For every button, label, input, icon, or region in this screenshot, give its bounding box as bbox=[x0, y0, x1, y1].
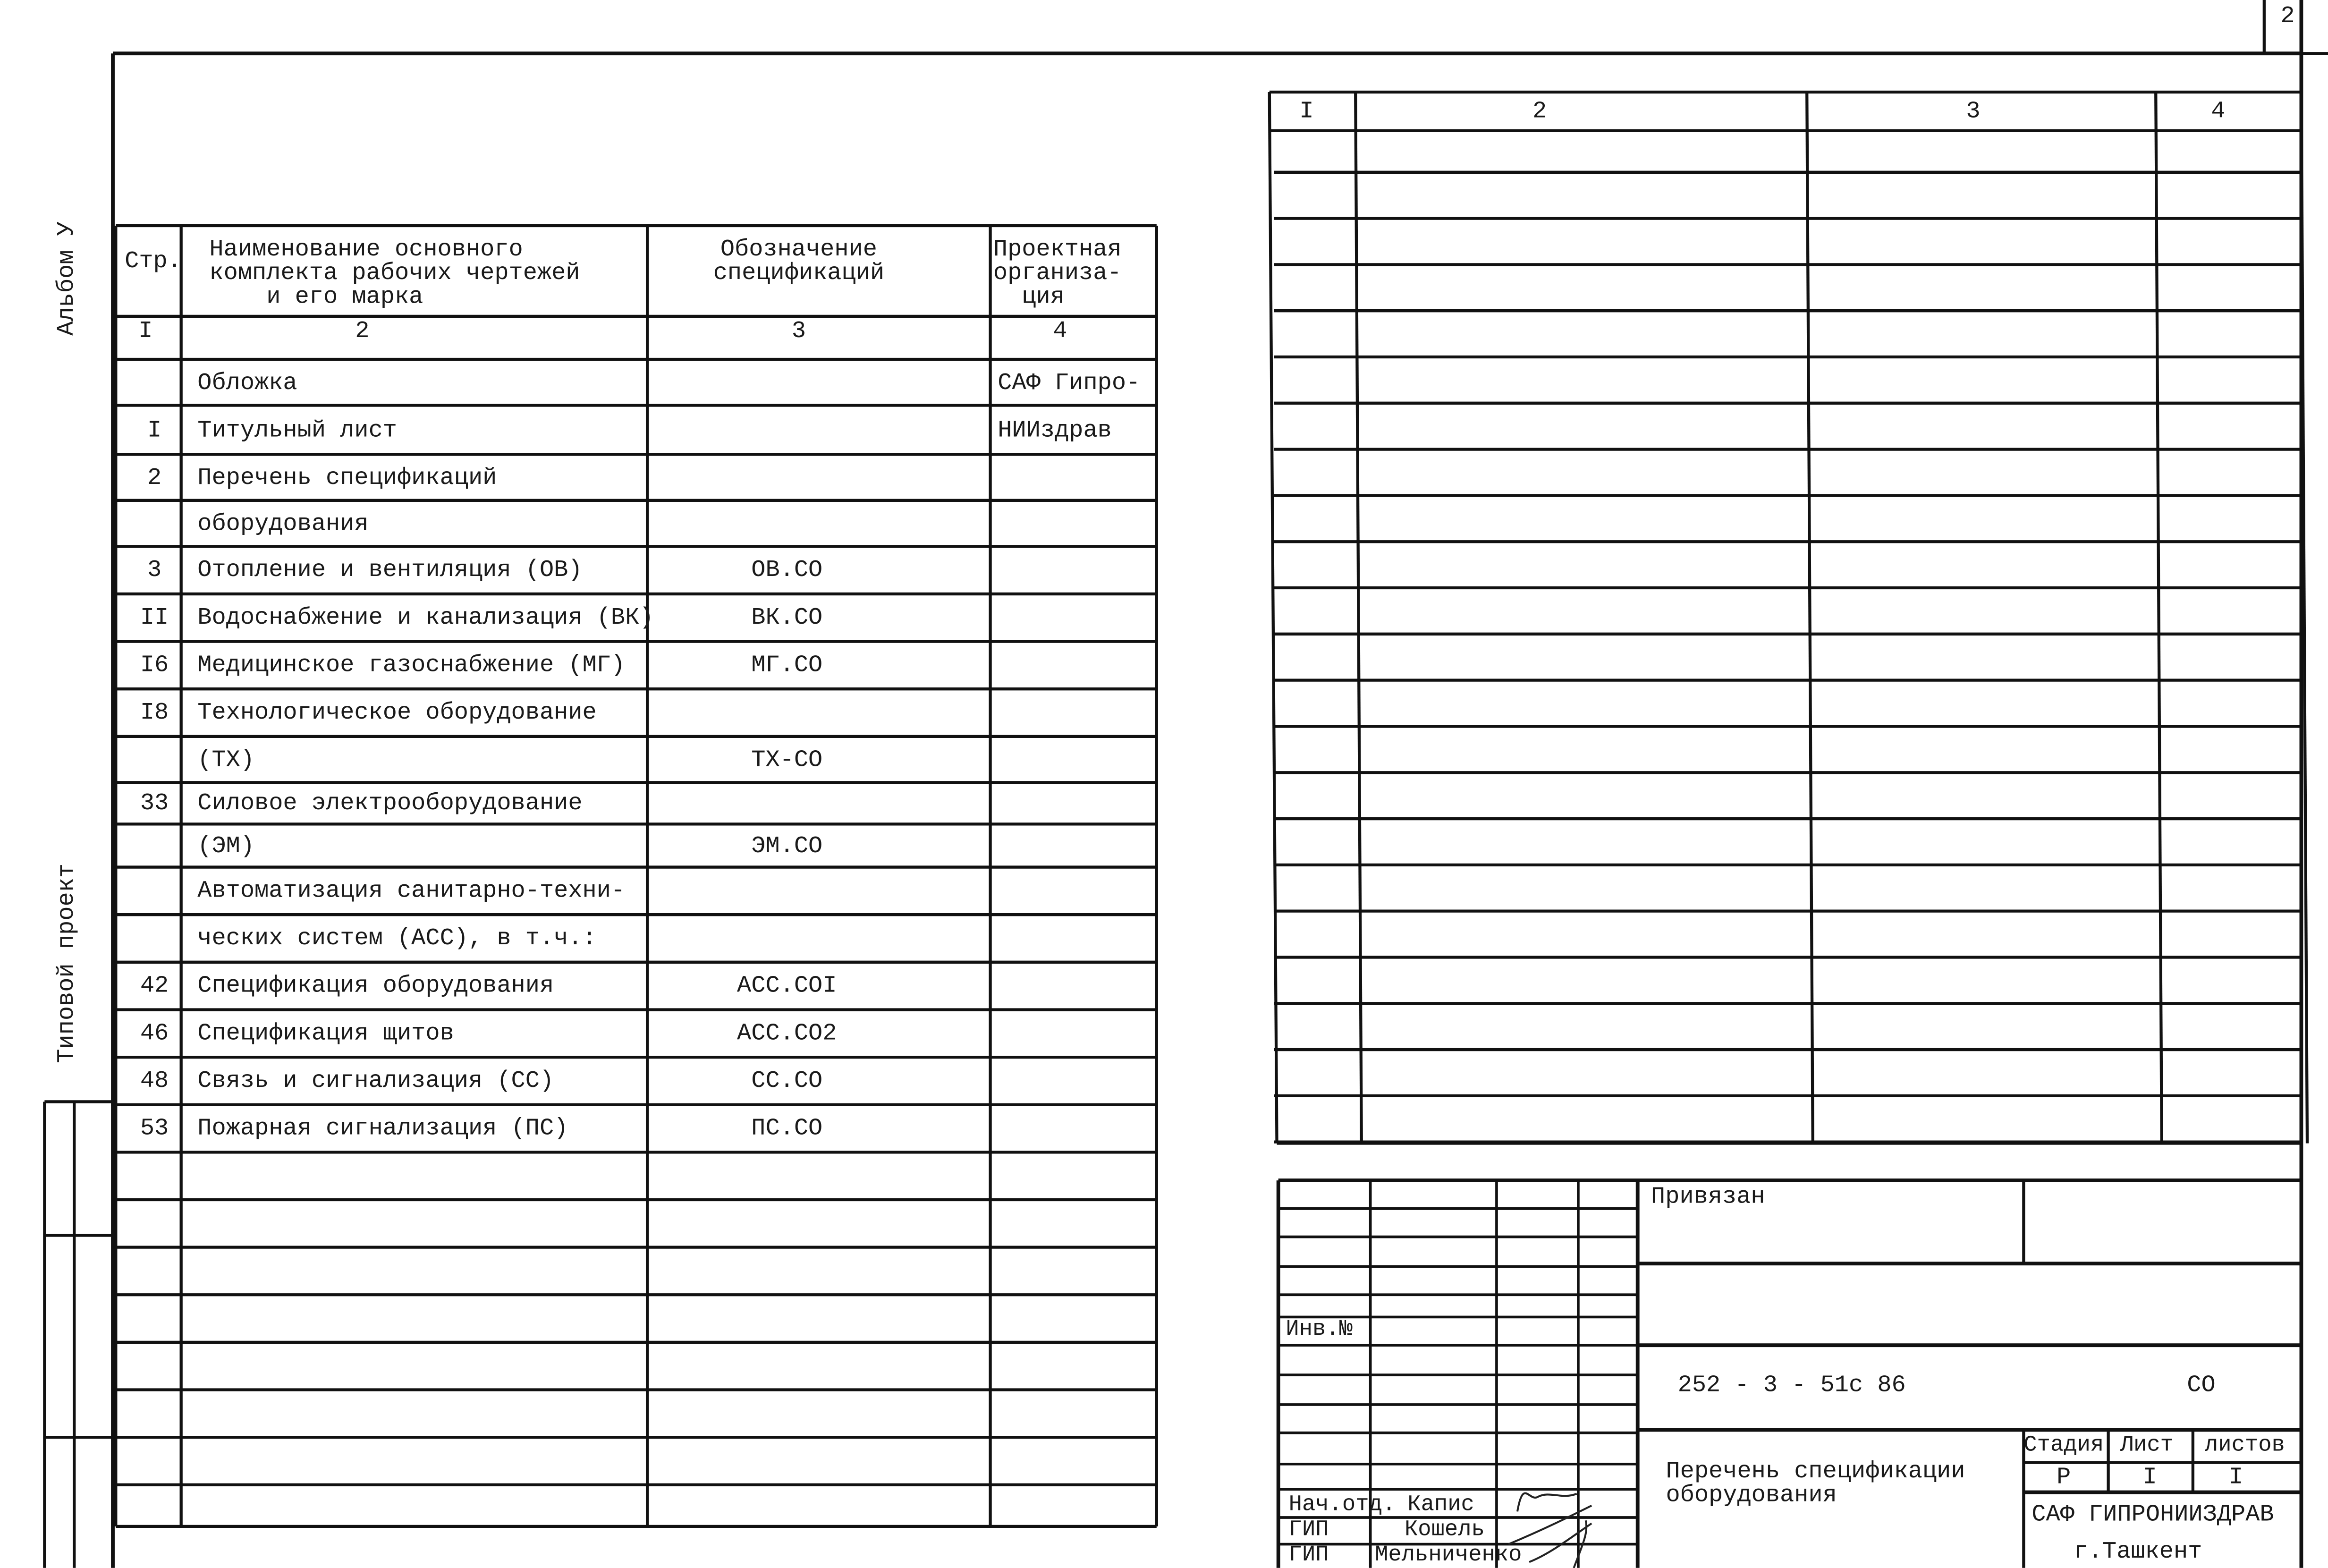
row-name: Силовое электрооборудование bbox=[197, 790, 583, 817]
column-header: Проектная организа- ция bbox=[993, 236, 1122, 311]
row-page-number: 46 bbox=[140, 1020, 169, 1047]
column-number: I bbox=[1299, 98, 1314, 125]
row-page-number: 33 bbox=[140, 790, 169, 817]
row-page-number: 48 bbox=[140, 1068, 169, 1094]
sheet-number: 2 bbox=[2280, 3, 2295, 30]
row-designation: АСС.СО2 bbox=[737, 1020, 837, 1047]
row-designation: ВК.СО bbox=[751, 604, 823, 631]
row-designation: АСС.СОI bbox=[737, 972, 837, 1000]
row-name: Спецификация щитов bbox=[197, 1020, 454, 1047]
stage-value: Р bbox=[2057, 1464, 2071, 1491]
signature-role: Нач.отд. bbox=[1288, 1492, 1396, 1517]
row-name: Обложка bbox=[197, 369, 297, 396]
signature-role: ГИП bbox=[1288, 1517, 1329, 1543]
row-name: (ЭМ) bbox=[197, 832, 255, 859]
row-designation: ТХ-СО bbox=[751, 746, 823, 773]
project-type-label: Типовой проект bbox=[53, 863, 80, 1063]
row-designation: ЭМ.СО bbox=[751, 832, 823, 859]
signature-scribble bbox=[1508, 1492, 1592, 1568]
column-header: Стр. bbox=[125, 248, 182, 275]
row-name: Спецификация оборудования bbox=[197, 972, 554, 1000]
row-name: Отопление и вентиляция (ОВ) bbox=[197, 557, 583, 584]
sheet-header: Лист bbox=[2120, 1432, 2174, 1458]
row-page-number: I8 bbox=[140, 699, 169, 726]
grid-line bbox=[1805, 92, 1814, 1144]
column-number: 2 bbox=[355, 317, 370, 345]
column-header: Наименование основного комплекта рабочих… bbox=[209, 236, 580, 311]
row-name: Перечень спецификаций bbox=[197, 464, 497, 491]
signature-role: ГИП bbox=[1288, 1543, 1329, 1568]
row-page-number: 53 bbox=[140, 1115, 169, 1142]
row-name: (ТХ) bbox=[197, 746, 255, 773]
grid-line bbox=[2300, 92, 2309, 1144]
row-designation: СС.СО bbox=[751, 1068, 823, 1094]
bound-label: Привязан bbox=[1651, 1183, 1765, 1211]
organization-name: САФ ГИПРОНИИЗДРАВ bbox=[2032, 1501, 2274, 1528]
row-designation: ПС.СО bbox=[751, 1115, 823, 1142]
column-number: 4 bbox=[2211, 98, 2226, 125]
row-name: Медицинское газоснабжение (МГ) bbox=[197, 652, 626, 679]
row-name: Связь и сигнализация (СС) bbox=[197, 1068, 554, 1094]
row-organization: САФ Гипро- bbox=[998, 369, 1141, 396]
stage-header: Стадия bbox=[2023, 1432, 2104, 1458]
column-number: 3 bbox=[1966, 98, 1981, 125]
row-name: Пожарная сигнализация (ПС) bbox=[197, 1115, 568, 1142]
organization-city: г.Ташкент bbox=[2074, 1538, 2202, 1565]
document-title: Перечень спецификации оборудования bbox=[1666, 1458, 1965, 1509]
row-page-number: 42 bbox=[140, 972, 169, 1000]
row-name: Автоматизация санитарно-техни- bbox=[197, 877, 626, 905]
column-header: Обозначение спецификаций bbox=[713, 236, 885, 287]
row-name: оборудования bbox=[197, 510, 369, 537]
row-page-number: I6 bbox=[140, 652, 169, 679]
column-number: I bbox=[138, 317, 153, 345]
column-number: 3 bbox=[791, 317, 806, 345]
sheets-value: I bbox=[2228, 1464, 2243, 1491]
row-name: Технологическое оборудование bbox=[197, 699, 597, 726]
row-page-number: II bbox=[140, 604, 169, 631]
signature-name: Мельниченко bbox=[1375, 1543, 1522, 1568]
document-code: 252 - 3 - 51с 86 bbox=[1677, 1372, 1906, 1399]
sheets-header: листов bbox=[2205, 1432, 2285, 1458]
sheet-value: I bbox=[2142, 1464, 2157, 1491]
column-number: 2 bbox=[1532, 98, 1547, 125]
row-page-number: I bbox=[147, 416, 162, 443]
row-name: ческих систем (АСС), в т.ч.: bbox=[197, 925, 597, 952]
inventory-label: Инв.№ bbox=[1286, 1317, 1353, 1342]
row-designation: МГ.СО bbox=[751, 652, 823, 679]
column-number: 4 bbox=[1053, 317, 1067, 345]
grid-line bbox=[1354, 92, 1363, 1144]
row-name: Водоснабжение и канализация (ВК) bbox=[197, 604, 654, 631]
document-mark: СО bbox=[2187, 1372, 2216, 1399]
signature-name: Капис bbox=[1407, 1492, 1474, 1517]
signature-name: Кошель bbox=[1404, 1517, 1485, 1543]
row-page-number: 2 bbox=[147, 464, 162, 491]
row-designation: ОВ.СО bbox=[751, 557, 823, 584]
grid-line bbox=[2154, 92, 2163, 1144]
row-organization: НИИздрав bbox=[998, 416, 1112, 443]
row-page-number: 3 bbox=[147, 557, 162, 584]
grid-line bbox=[1268, 92, 1278, 1144]
album-label: Альбом У bbox=[53, 221, 80, 336]
row-name: Титульный лист bbox=[197, 416, 397, 443]
